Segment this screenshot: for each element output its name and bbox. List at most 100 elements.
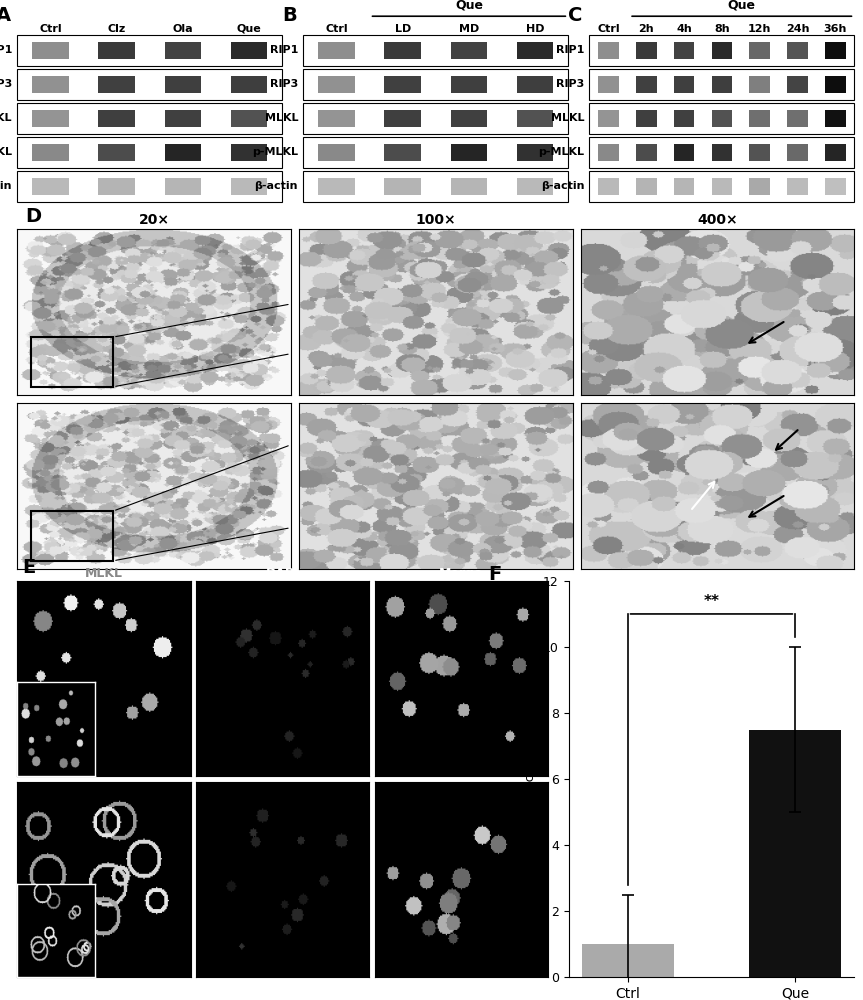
Text: 2h: 2h [639, 24, 654, 34]
Bar [32, 42, 68, 59]
Bar [598, 178, 619, 195]
Bar [749, 76, 770, 93]
Bar [711, 42, 733, 59]
Text: RIP3: RIP3 [556, 79, 584, 89]
Bar [450, 42, 487, 59]
Bar [674, 76, 695, 93]
Bar [825, 144, 846, 161]
Bar [711, 178, 733, 195]
Bar [450, 76, 487, 93]
Bar [636, 42, 657, 59]
Text: 36h: 36h [824, 24, 847, 34]
Bar [318, 76, 355, 93]
Text: β-actin: β-actin [255, 181, 298, 191]
Bar [230, 76, 268, 93]
Bar [517, 178, 553, 195]
Bar [787, 42, 808, 59]
Bar [450, 178, 487, 195]
Text: MLKL: MLKL [551, 113, 584, 123]
Bar [318, 110, 355, 127]
Text: Ctrl: Ctrl [325, 24, 348, 34]
Text: Que: Que [728, 0, 756, 11]
Bar [165, 178, 201, 195]
Bar [598, 144, 619, 161]
Text: Ola: Ola [173, 24, 193, 34]
Text: RIP1: RIP1 [270, 45, 298, 55]
Bar [304, 35, 568, 66]
Bar [450, 144, 487, 161]
Bar [98, 144, 135, 161]
Bar [589, 35, 854, 66]
Bar [517, 144, 553, 161]
Bar [17, 171, 282, 202]
Bar [17, 103, 282, 134]
Bar [165, 144, 201, 161]
Bar [636, 144, 657, 161]
Text: D: D [26, 207, 41, 226]
Text: LD: LD [394, 24, 411, 34]
Text: 8h: 8h [714, 24, 730, 34]
Bar [230, 110, 268, 127]
Bar [98, 110, 135, 127]
Text: RIP1: RIP1 [0, 45, 12, 55]
Bar [674, 110, 695, 127]
Bar [385, 76, 421, 93]
Title: MLKL: MLKL [85, 567, 123, 580]
Text: 12h: 12h [748, 24, 772, 34]
Bar [31, 337, 113, 387]
Bar [32, 76, 68, 93]
Bar [636, 178, 657, 195]
Text: C: C [568, 6, 583, 25]
Bar [230, 144, 268, 161]
Text: Que: Que [236, 24, 261, 34]
Bar [582, 944, 674, 977]
Bar [165, 110, 201, 127]
Text: B: B [282, 6, 297, 25]
Bar [636, 76, 657, 93]
Text: Clz: Clz [108, 24, 126, 34]
Bar [98, 42, 135, 59]
Bar [589, 103, 854, 134]
Text: 24h: 24h [786, 24, 809, 34]
Text: F: F [488, 565, 501, 584]
Bar [674, 178, 695, 195]
Bar [749, 42, 770, 59]
Text: MLKL: MLKL [265, 113, 298, 123]
Bar [711, 76, 733, 93]
Bar [825, 42, 846, 59]
Bar [825, 110, 846, 127]
Bar [32, 178, 68, 195]
Text: MLKL: MLKL [0, 113, 12, 123]
Bar [711, 110, 733, 127]
Bar [674, 144, 695, 161]
Bar [787, 110, 808, 127]
Bar [749, 110, 770, 127]
Bar [385, 42, 421, 59]
Bar [749, 144, 770, 161]
Text: Ctrl: Ctrl [39, 24, 61, 34]
Bar [385, 110, 421, 127]
Y-axis label: Positive percentage (%): Positive percentage (%) [525, 704, 538, 854]
Bar [636, 110, 657, 127]
Text: RIP1: RIP1 [556, 45, 584, 55]
Bar [674, 42, 695, 59]
Text: β-actin: β-actin [540, 181, 584, 191]
Text: Que: Que [455, 0, 483, 11]
Text: Ctrl: Ctrl [597, 24, 620, 34]
Bar [318, 42, 355, 59]
Bar [517, 110, 553, 127]
Title: 20×: 20× [139, 213, 169, 227]
Bar [318, 144, 355, 161]
Bar [31, 511, 113, 561]
Title: 400×: 400× [697, 213, 738, 227]
Bar [304, 69, 568, 100]
Bar [749, 178, 770, 195]
Bar [598, 110, 619, 127]
Bar [589, 69, 854, 100]
Text: MD: MD [459, 24, 479, 34]
Text: E: E [22, 558, 36, 577]
Bar [787, 178, 808, 195]
Bar [598, 76, 619, 93]
Bar [825, 76, 846, 93]
Bar [32, 144, 68, 161]
